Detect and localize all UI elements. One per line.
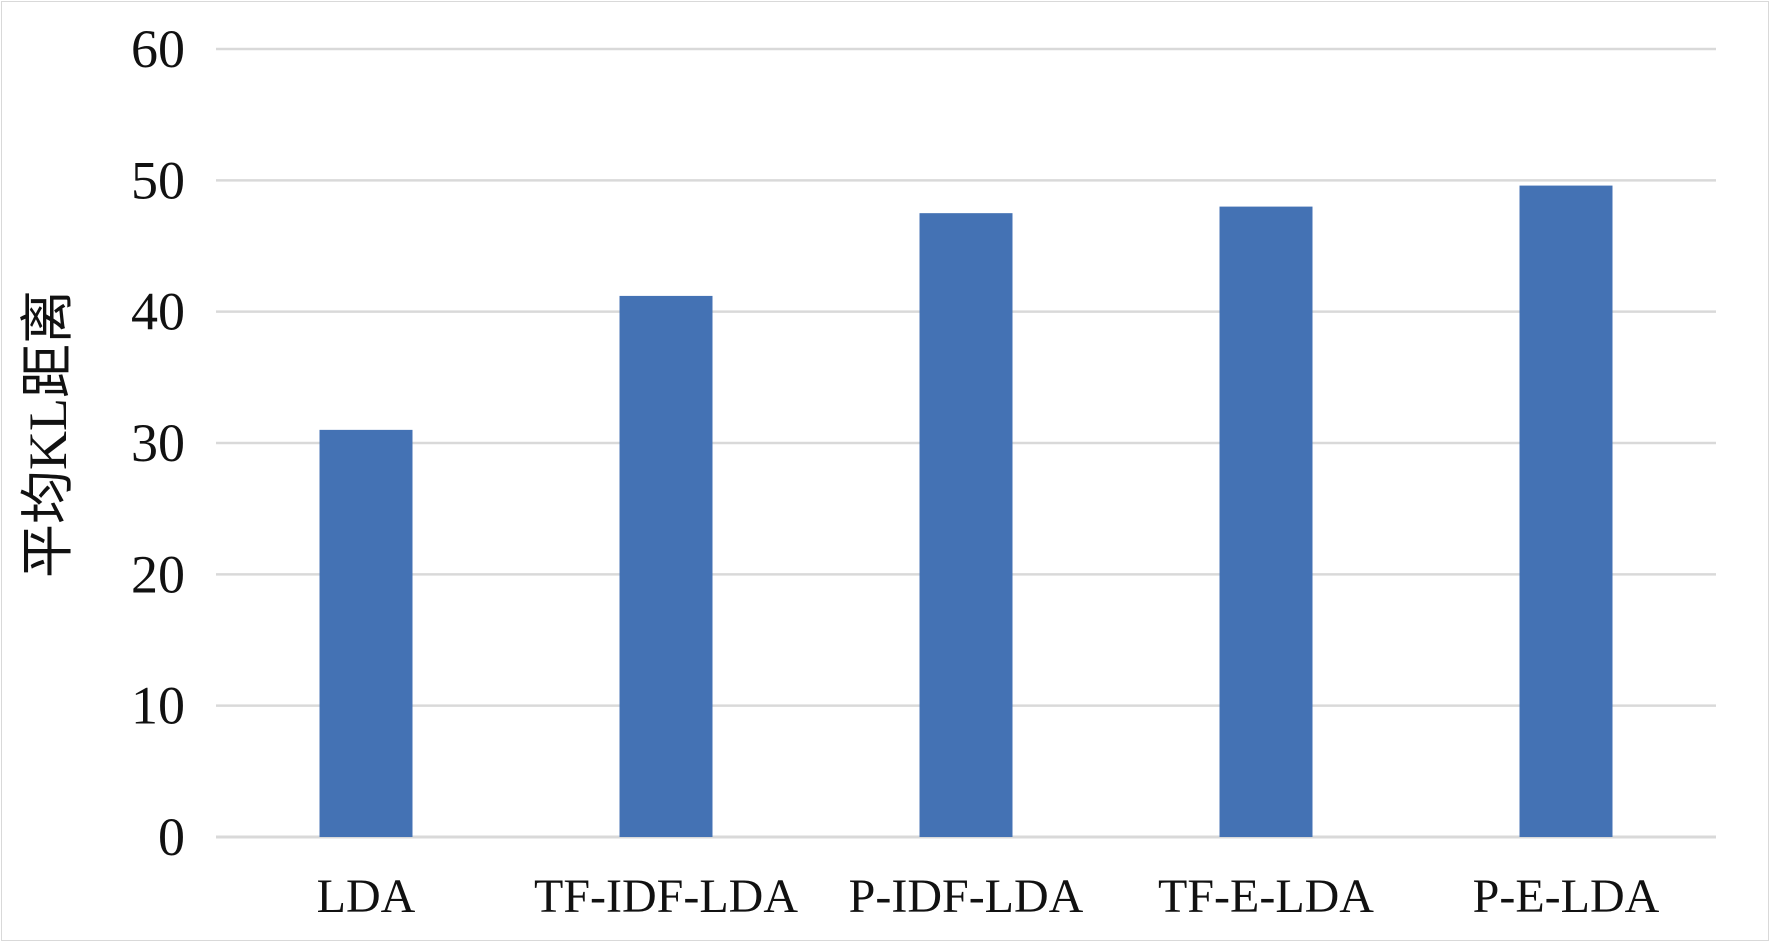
y-tick-label: 40 [131, 282, 185, 342]
y-tick-label: 10 [131, 676, 185, 736]
y-tick-label: 60 [131, 19, 185, 79]
bar-tf-idf-lda [619, 295, 713, 837]
x-tick-label: TF-IDF-LDA [534, 870, 798, 923]
bar-p-e-lda [1519, 185, 1613, 837]
y-tick-label: 20 [131, 544, 185, 604]
x-tick-label: TF-E-LDA [1158, 870, 1374, 923]
y-tick-label: 50 [131, 150, 185, 210]
y-tick-label: 30 [131, 413, 185, 473]
x-tick-label: P-IDF-LDA [849, 870, 1084, 923]
y-tick-label: 0 [158, 807, 185, 867]
x-tick-labels: LDA TF-IDF-LDA P-IDF-LDA TF-E-LDA P-E-LDA [317, 870, 1660, 923]
y-axis-label: 平均KL距离 [18, 290, 78, 578]
bar-p-idf-lda [919, 213, 1013, 837]
bar-lda [319, 429, 413, 837]
bar-tf-e-lda [1219, 206, 1313, 838]
y-tick-labels: 0 10 20 30 40 50 60 [131, 19, 185, 867]
bars [319, 185, 1613, 838]
x-tick-label: P-E-LDA [1473, 870, 1660, 923]
x-tick-label: LDA [317, 870, 416, 923]
